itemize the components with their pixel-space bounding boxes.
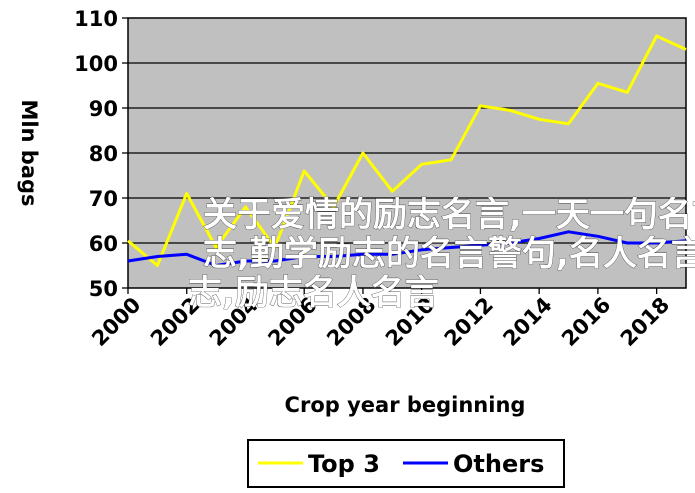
x-tick-label-2000: 2000 (87, 293, 145, 351)
y-tick-label-80: 80 (89, 142, 118, 166)
y-axis-title: Mln bags (17, 99, 41, 206)
y-tick-label-70: 70 (89, 187, 118, 211)
y-tick-label-100: 100 (74, 52, 118, 76)
overlay-line-1: 关于爱情的励志名言,一天一句名言励 (203, 195, 695, 235)
y-axis: 50 60 70 80 90 100 110 (74, 7, 128, 301)
overlay-line-3: 志,励志名人名言 (188, 273, 439, 313)
series-line-others (127, 230, 687, 267)
x-tick-label-2016: 2016 (557, 293, 615, 351)
x-tick-label-2012: 2012 (440, 293, 498, 351)
overlay-line-2: 志,勤学励志的名言警句,名人名言励 (203, 234, 695, 274)
x-axis-title: Crop year beginning (285, 393, 526, 417)
series-line-top-3 (127, 34, 687, 267)
legend-label-others: Others (453, 450, 544, 478)
y-tick-label-90: 90 (89, 97, 118, 121)
y-tick-label-50: 50 (89, 277, 118, 301)
x-tick-label-2014: 2014 (498, 293, 556, 351)
y-tick-label-110: 110 (74, 7, 118, 31)
overlay-caption: 关于爱情的励志名言,一天一句名言励 志,勤学励志的名言警句,名人名言励 志,励志… (188, 195, 695, 314)
y-tick-label-60: 60 (89, 232, 118, 256)
series-group (127, 34, 687, 267)
legend-label-top3: Top 3 (308, 450, 380, 478)
x-tick-label-2018: 2018 (616, 293, 674, 351)
legend: Top 3 Others (247, 439, 565, 488)
